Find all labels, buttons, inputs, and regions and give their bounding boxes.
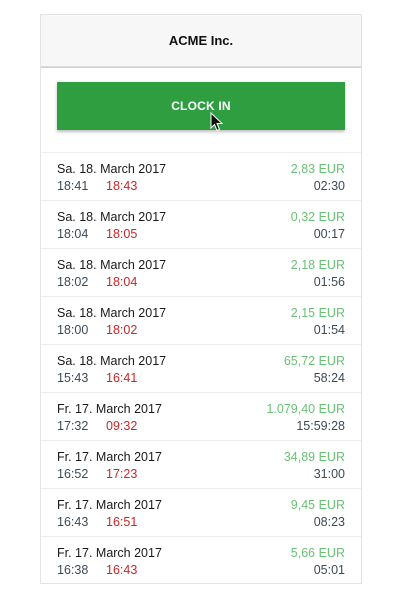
time-entry-row[interactable]: Sa. 18. March 2017 18:41 18:43 2,83 EUR … <box>41 153 361 201</box>
entry-date: Sa. 18. March 2017 <box>57 306 167 320</box>
entry-clock-in: 15:43 <box>57 371 89 385</box>
entry-clock-in: 18:04 <box>57 227 89 241</box>
time-entry-row[interactable]: Fr. 17. March 2017 16:52 17:23 34,89 EUR… <box>41 441 361 489</box>
entry-duration: 08:23 <box>313 515 345 529</box>
entry-clock-in: 17:32 <box>57 419 89 433</box>
entry-clock-out: 18:43 <box>106 179 138 193</box>
time-entry-row[interactable]: Sa. 18. March 2017 15:43 16:41 65,72 EUR… <box>41 345 361 393</box>
entry-amount: 34,89 EUR <box>283 450 345 464</box>
entry-clock-out: 16:41 <box>106 371 138 385</box>
entry-clock-in: 18:00 <box>57 323 89 337</box>
entry-amount: 2,18 EUR <box>290 258 345 272</box>
entry-amount: 2,83 EUR <box>290 162 345 176</box>
time-entry-row[interactable]: Sa. 18. March 2017 18:00 18:02 2,15 EUR … <box>41 297 361 345</box>
entry-duration: 15:59:28 <box>296 419 345 433</box>
entry-clock-in: 18:41 <box>57 179 89 193</box>
entry-date: Sa. 18. March 2017 <box>57 258 167 272</box>
entry-duration: 31:00 <box>313 467 345 481</box>
entry-clock-in: 16:43 <box>57 515 89 529</box>
entry-clock-out: 18:02 <box>106 323 138 337</box>
entry-amount: 65,72 EUR <box>283 354 345 368</box>
entry-amount: 5,66 EUR <box>290 546 345 560</box>
entry-clock-out: 16:51 <box>106 515 138 529</box>
clock-button-area: CLOCK IN <box>41 68 361 152</box>
entry-date: Fr. 17. March 2017 <box>57 498 162 512</box>
time-entry-row[interactable]: Fr. 17. March 2017 16:43 16:51 9,45 EUR … <box>41 489 361 537</box>
entry-date: Sa. 18. March 2017 <box>57 162 167 176</box>
entry-clock-in: 16:38 <box>57 563 89 577</box>
page-title: ACME Inc. <box>168 33 234 48</box>
entry-date: Fr. 17. March 2017 <box>57 402 162 416</box>
header-divider <box>41 67 361 68</box>
time-entry-row[interactable]: Sa. 18. March 2017 18:04 18:05 0,32 EUR … <box>41 201 361 249</box>
entry-amount: 0,32 EUR <box>290 210 345 224</box>
clock-in-button[interactable]: CLOCK IN <box>57 82 345 132</box>
entry-duration: 02:30 <box>313 179 345 193</box>
time-entry-row[interactable]: Sa. 18. March 2017 18:02 18:04 2,18 EUR … <box>41 249 361 297</box>
entry-clock-in: 18:02 <box>57 275 89 289</box>
entry-duration: 05:01 <box>313 563 345 577</box>
clock-in-label: CLOCK IN <box>171 99 231 113</box>
entry-duration: 01:54 <box>313 323 345 337</box>
entry-duration: 58:24 <box>313 371 345 385</box>
time-entry-row[interactable]: Fr. 17. March 2017 17:32 09:32 1.079,40 … <box>41 393 361 441</box>
entry-amount: 9,45 EUR <box>290 498 345 512</box>
entry-date: Sa. 18. March 2017 <box>57 354 167 368</box>
entry-clock-out: 16:43 <box>106 563 138 577</box>
app-header: ACME Inc. <box>41 15 361 67</box>
entry-date: Sa. 18. March 2017 <box>57 210 167 224</box>
entry-amount: 1.079,40 EUR <box>266 402 345 416</box>
entry-clock-in: 16:52 <box>57 467 89 481</box>
entry-duration: 00:17 <box>313 227 345 241</box>
entry-clock-out: 18:05 <box>106 227 138 241</box>
entry-duration: 01:56 <box>313 275 345 289</box>
entry-date: Fr. 17. March 2017 <box>57 450 162 464</box>
app-window: ACME Inc. CLOCK IN Sa. 18. March 2017 18… <box>40 14 362 584</box>
entry-amount: 2,15 EUR <box>290 306 345 320</box>
entry-clock-out: 17:23 <box>106 467 138 481</box>
entry-clock-out: 18:04 <box>106 275 138 289</box>
entry-date: Fr. 17. March 2017 <box>57 546 162 560</box>
time-entry-list: Sa. 18. March 2017 18:41 18:43 2,83 EUR … <box>41 152 361 583</box>
entry-clock-out: 09:32 <box>106 419 138 433</box>
time-entry-row[interactable]: Fr. 17. March 2017 16:38 16:43 5,66 EUR … <box>41 537 361 583</box>
mouse-pointer-icon <box>210 112 224 132</box>
